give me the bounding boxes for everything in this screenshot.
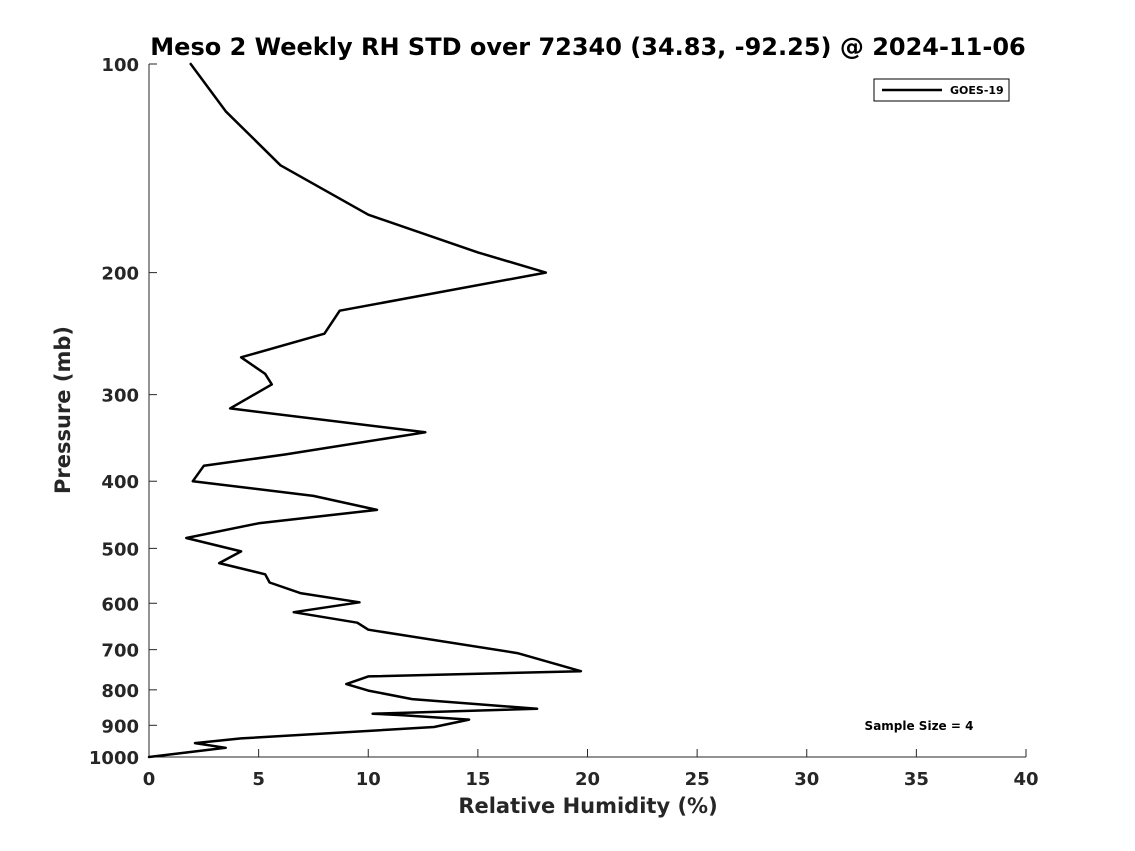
sample-size-annotation: Sample Size = 4	[865, 719, 974, 733]
x-axis-ticks: 0 5 10 15 20 25 30 35 40	[143, 749, 1039, 790]
y-tick-label: 500	[101, 539, 139, 560]
x-tick-label: 30	[794, 769, 819, 790]
x-axis-label: Relative Humidity (%)	[458, 794, 717, 818]
x-tick-label: 40	[1013, 769, 1038, 790]
x-tick-label: 25	[685, 769, 710, 790]
series-layer	[147, 62, 583, 759]
x-tick-label: 35	[904, 769, 929, 790]
y-tick-label: 1000	[89, 748, 139, 769]
y-tick-label: 900	[101, 716, 139, 737]
y-axis-ticks: 100 200 300 400 500 600 700 800 900 1000	[89, 55, 157, 769]
x-tick-label: 5	[252, 769, 265, 790]
y-tick-label: 400	[101, 472, 139, 493]
y-tick-label: 600	[101, 594, 139, 615]
x-tick-label: 15	[465, 769, 490, 790]
y-tick-label: 100	[101, 55, 139, 76]
y-tick-label: 300	[101, 386, 139, 407]
y-axis-label: Pressure (mb)	[51, 326, 75, 494]
x-tick-label: 10	[356, 769, 381, 790]
x-tick-label: 20	[575, 769, 600, 790]
y-tick-label: 700	[101, 641, 139, 662]
legend-label-goes-19: GOES-19	[950, 84, 1004, 97]
y-tick-label: 200	[101, 264, 139, 285]
x-tick-label: 0	[143, 769, 156, 790]
legend: GOES-19	[873, 78, 1010, 102]
series-line-goes-19	[147, 62, 583, 759]
y-tick-label: 800	[101, 681, 139, 702]
chart-title: Meso 2 Weekly RH STD over 72340 (34.83, …	[150, 33, 1025, 61]
